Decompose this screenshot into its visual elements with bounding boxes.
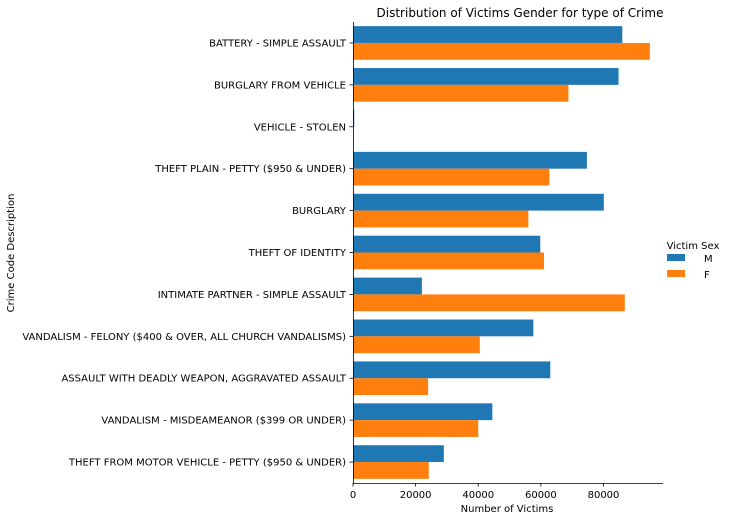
y-tick-label: VANDALISM - MISDEAMEANOR ($399 OR UNDER) [101,416,346,427]
bar-m-5 [353,235,541,253]
y-tick-label: BURGLARY [292,206,347,217]
bar-m-6 [353,277,422,295]
bar-m-10 [353,445,444,463]
bar-m-8 [353,361,551,379]
bar-f-9 [353,420,479,437]
bar-f-0 [353,42,650,60]
bar-f-7 [353,336,480,354]
y-axis-title: Crime Code Description [6,194,17,313]
bar-m-9 [353,403,493,421]
y-tick-label: BURGLARY FROM VEHICLE [214,80,346,91]
y-tick-label: VEHICLE - STOLEN [254,122,346,133]
chart-title: Distribution of Victims Gender for type … [377,6,664,20]
bars-layer [353,26,650,479]
y-tick-label: THEFT OF IDENTITY [248,248,347,259]
legend: Victim Sex MF [667,241,720,281]
legend-title: Victim Sex [667,241,720,252]
x-tick-label: 40000 [462,490,494,501]
legend-label-f: F [704,270,710,281]
y-tick-label: ASSAULT WITH DEADLY WEAPON, AGGRAVATED A… [61,374,346,385]
bar-f-4 [353,210,529,228]
bar-m-1 [353,68,619,85]
x-axis: 0 20000 40000 60000 80000 [350,483,620,501]
y-tick-label: VANDALISM - FELONY ($400 & OVER, ALL CHU… [22,332,346,343]
y-tick-label: THEFT PLAIN - PETTY ($950 & UNDER) [154,164,346,175]
y-tick-labels: BATTERY - SIMPLE ASSAULT BURGLARY FROM VE… [22,38,353,469]
legend-swatch-f [667,270,685,277]
x-tick-label: 20000 [400,490,432,501]
legend-items: MF [667,254,713,281]
y-tick-label: INTIMATE PARTNER - SIMPLE ASSAULT [158,290,347,301]
x-tick-label: 0 [350,490,356,501]
y-tick-label: THEFT FROM MOTOR VEHICLE - PETTY ($950 &… [68,458,346,469]
y-tick-label: BATTERY - SIMPLE ASSAULT [209,38,347,49]
bar-m-4 [353,193,604,211]
legend-swatch-m [667,254,685,261]
bar-m-7 [353,319,534,337]
legend-label-m: M [704,254,713,265]
x-axis-title: Number of Victims [461,504,554,515]
bar-m-3 [353,151,587,169]
bar-m-0 [353,26,623,43]
bar-f-10 [353,462,429,479]
bar-f-3 [353,168,550,186]
bar-f-1 [353,84,569,102]
x-tick-label: 60000 [525,490,557,501]
bar-f-5 [353,252,545,270]
bar-f-6 [353,294,625,312]
bar-f-8 [353,378,429,396]
x-tick-label: 80000 [588,490,620,501]
